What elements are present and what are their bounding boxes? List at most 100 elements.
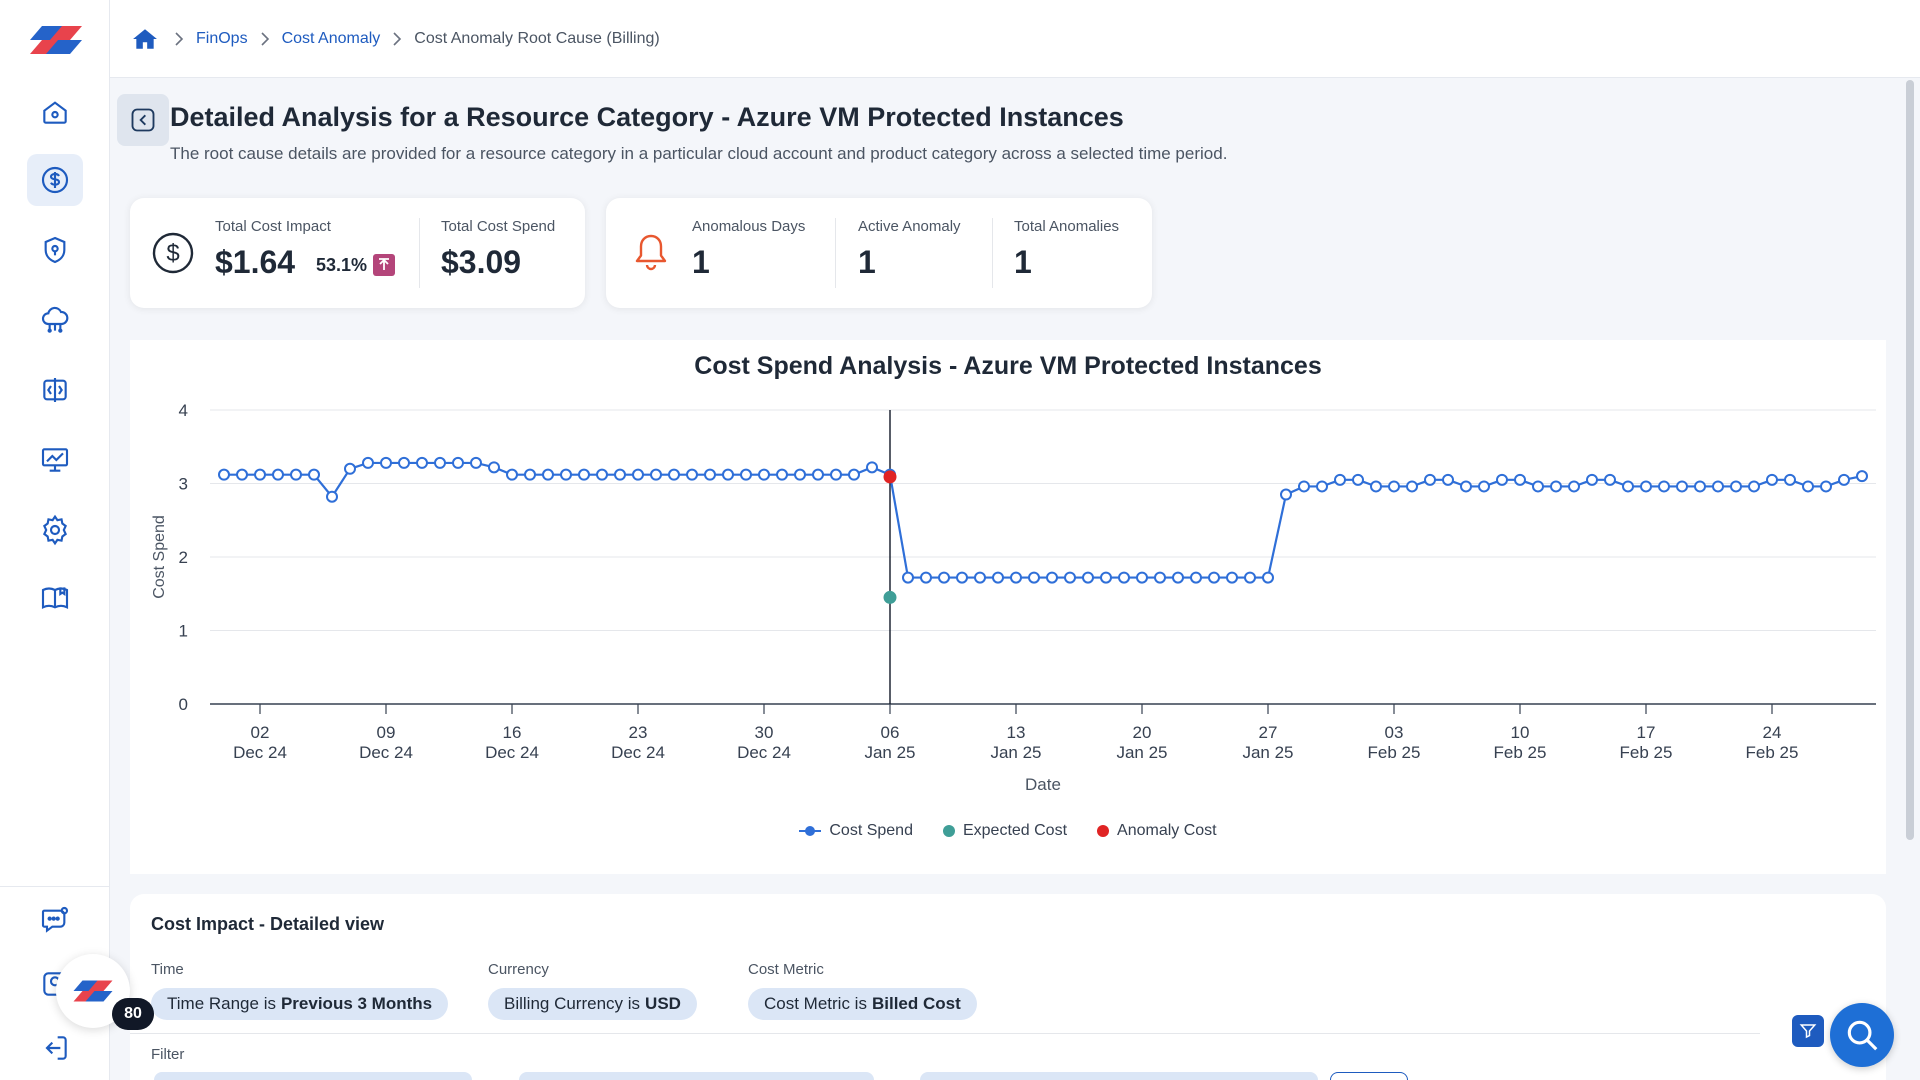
- cost-spend-point: [1712, 480, 1724, 493]
- filter-dropdown-3[interactable]: [920, 1072, 1318, 1080]
- cost-spend-point: [992, 571, 1004, 584]
- nav-reports-icon[interactable]: [27, 434, 83, 486]
- x-tick-day-label: 16: [503, 723, 522, 742]
- legend-cost-spend[interactable]: Cost Spend: [799, 822, 913, 840]
- legend-expected-cost-label: Expected Cost: [962, 822, 1068, 839]
- cost-metric-chip-value: Billed Cost: [871, 994, 961, 1013]
- cost-impact-detail-card: Cost Impact - Detailed view Time Time Ra…: [130, 894, 1886, 1080]
- currency-chip[interactable]: Billing Currency is USD: [488, 988, 697, 1020]
- x-tick-day-label: 03: [1385, 723, 1404, 742]
- notification-count-badge: 80: [112, 998, 154, 1030]
- nav-home-icon[interactable]: [27, 86, 83, 138]
- cost-spend-point: [1838, 473, 1850, 486]
- cost-spend-point: [272, 468, 284, 481]
- breadcrumb-finops[interactable]: FinOps: [196, 29, 248, 47]
- app-logo[interactable]: [28, 22, 84, 58]
- legend-anomaly-cost-label: Anomaly Cost: [1117, 822, 1217, 839]
- total-cost-impact-value: $1.64: [215, 244, 296, 280]
- cost-spend-point: [794, 468, 806, 481]
- chevron-right-icon: [392, 31, 402, 47]
- cost-kpi-card: $ Total Cost Impact $1.64 53.1% Total Co…: [130, 198, 585, 308]
- nav-security-icon[interactable]: [27, 224, 83, 276]
- cost-spend-point: [1226, 571, 1238, 584]
- cost-spend-point: [452, 456, 464, 469]
- y-axis-label: Cost Spend: [151, 515, 168, 599]
- detail-divider: [130, 1033, 1760, 1034]
- cost-spend-point: [1442, 473, 1454, 486]
- filter-dropdown-2[interactable]: [519, 1072, 874, 1080]
- cost-spend-point: [614, 468, 626, 481]
- search-icon: [1847, 1020, 1878, 1051]
- x-tick-day-label: 02: [251, 723, 270, 742]
- x-tick-day-label: 24: [1763, 723, 1782, 742]
- breadcrumb-current: Cost Anomaly Root Cause (Billing): [414, 29, 660, 47]
- x-tick-month-label: Jan 25: [990, 743, 1041, 762]
- chart-legend: Cost Spend Expected Cost Anomaly Cost: [130, 822, 1886, 840]
- svg-text:$: $: [166, 240, 179, 267]
- cost-spend-point: [1316, 480, 1328, 493]
- time-range-chip[interactable]: Time Range is Previous 3 Months: [151, 988, 449, 1020]
- cost-spend-point: [974, 571, 986, 584]
- x-tick-day-label: 13: [1007, 723, 1026, 742]
- x-tick-month-label: Dec 24: [737, 743, 791, 762]
- cost-spend-point: [1352, 473, 1364, 486]
- cost-spend-point: [542, 468, 554, 481]
- cost-spend-point: [326, 490, 338, 503]
- cost-spend-chart-card: Cost Spend Analysis - Azure VM Protected…: [130, 340, 1886, 874]
- cost-spend-point: [1190, 571, 1202, 584]
- y-tick-label: 3: [179, 475, 188, 494]
- cost-spend-point: [1532, 480, 1544, 493]
- x-tick-day-label: 17: [1637, 723, 1656, 742]
- cost-spend-point: [686, 468, 698, 481]
- cost-spend-point: [1424, 473, 1436, 486]
- cost-spend-point: [1676, 480, 1688, 493]
- cost-spend-point: [470, 456, 482, 469]
- cost-spend-point: [1100, 571, 1112, 584]
- nav-settings-icon[interactable]: [27, 504, 83, 556]
- cost-spend-point: [434, 456, 446, 469]
- cost-spend-point: [902, 571, 914, 584]
- back-arrow-icon: [131, 108, 155, 132]
- kpi-divider: [419, 218, 420, 288]
- cost-spend-point: [578, 468, 590, 481]
- nav-cloud-icon[interactable]: [27, 294, 83, 346]
- nav-docs-icon[interactable]: [27, 572, 83, 624]
- cost-spend-point: [1856, 470, 1868, 483]
- cost-spend-point: [938, 571, 950, 584]
- logout-icon[interactable]: [27, 1022, 83, 1074]
- search-fab-button[interactable]: [1830, 1003, 1894, 1067]
- home-icon[interactable]: [132, 27, 158, 51]
- cost-spend-point: [1136, 571, 1148, 584]
- legend-expected-cost-swatch: [942, 825, 955, 837]
- cost-spend-point: [1208, 571, 1220, 584]
- currency-chip-prefix: Billing Currency is: [504, 994, 641, 1013]
- cost-metric-label: Cost Metric: [748, 961, 824, 978]
- cost-impact-change: 53.1%: [316, 254, 396, 276]
- cost-metric-chip[interactable]: Cost Metric is Billed Cost: [748, 988, 977, 1020]
- cost-spend-point: [1694, 480, 1706, 493]
- filter-dropdown-1[interactable]: [154, 1072, 472, 1080]
- currency-chip-value: USD: [645, 994, 681, 1013]
- bell-icon: [635, 234, 667, 271]
- nav-finops-icon[interactable]: [27, 154, 83, 206]
- cost-spend-point: [1460, 480, 1472, 493]
- cost-spend-point: [758, 468, 770, 481]
- back-button[interactable]: [117, 94, 169, 146]
- page-scrollbar[interactable]: [1906, 80, 1914, 840]
- total-cost-impact-label: Total Cost Impact: [215, 218, 331, 235]
- anomalous-days-label: Anomalous Days: [692, 218, 806, 235]
- nav-compare-icon[interactable]: [27, 364, 83, 416]
- x-tick-month-label: Jan 25: [864, 743, 915, 762]
- cost-spend-point: [1478, 480, 1490, 493]
- legend-anomaly-cost[interactable]: Anomaly Cost: [1097, 822, 1217, 840]
- breadcrumb-cost-anomaly[interactable]: Cost Anomaly: [281, 29, 381, 47]
- legend-expected-cost[interactable]: Expected Cost: [942, 822, 1068, 840]
- sidebar: [0, 0, 110, 1080]
- filter-apply-button[interactable]: [1330, 1072, 1408, 1080]
- dollar-circle-icon: $: [152, 232, 194, 274]
- cost-spend-point: [560, 468, 572, 481]
- x-tick-day-label: 23: [629, 723, 648, 742]
- filter-funnel-button[interactable]: [1792, 1015, 1824, 1047]
- chat-icon[interactable]: [27, 894, 83, 946]
- cost-spend-point: [1388, 480, 1400, 493]
